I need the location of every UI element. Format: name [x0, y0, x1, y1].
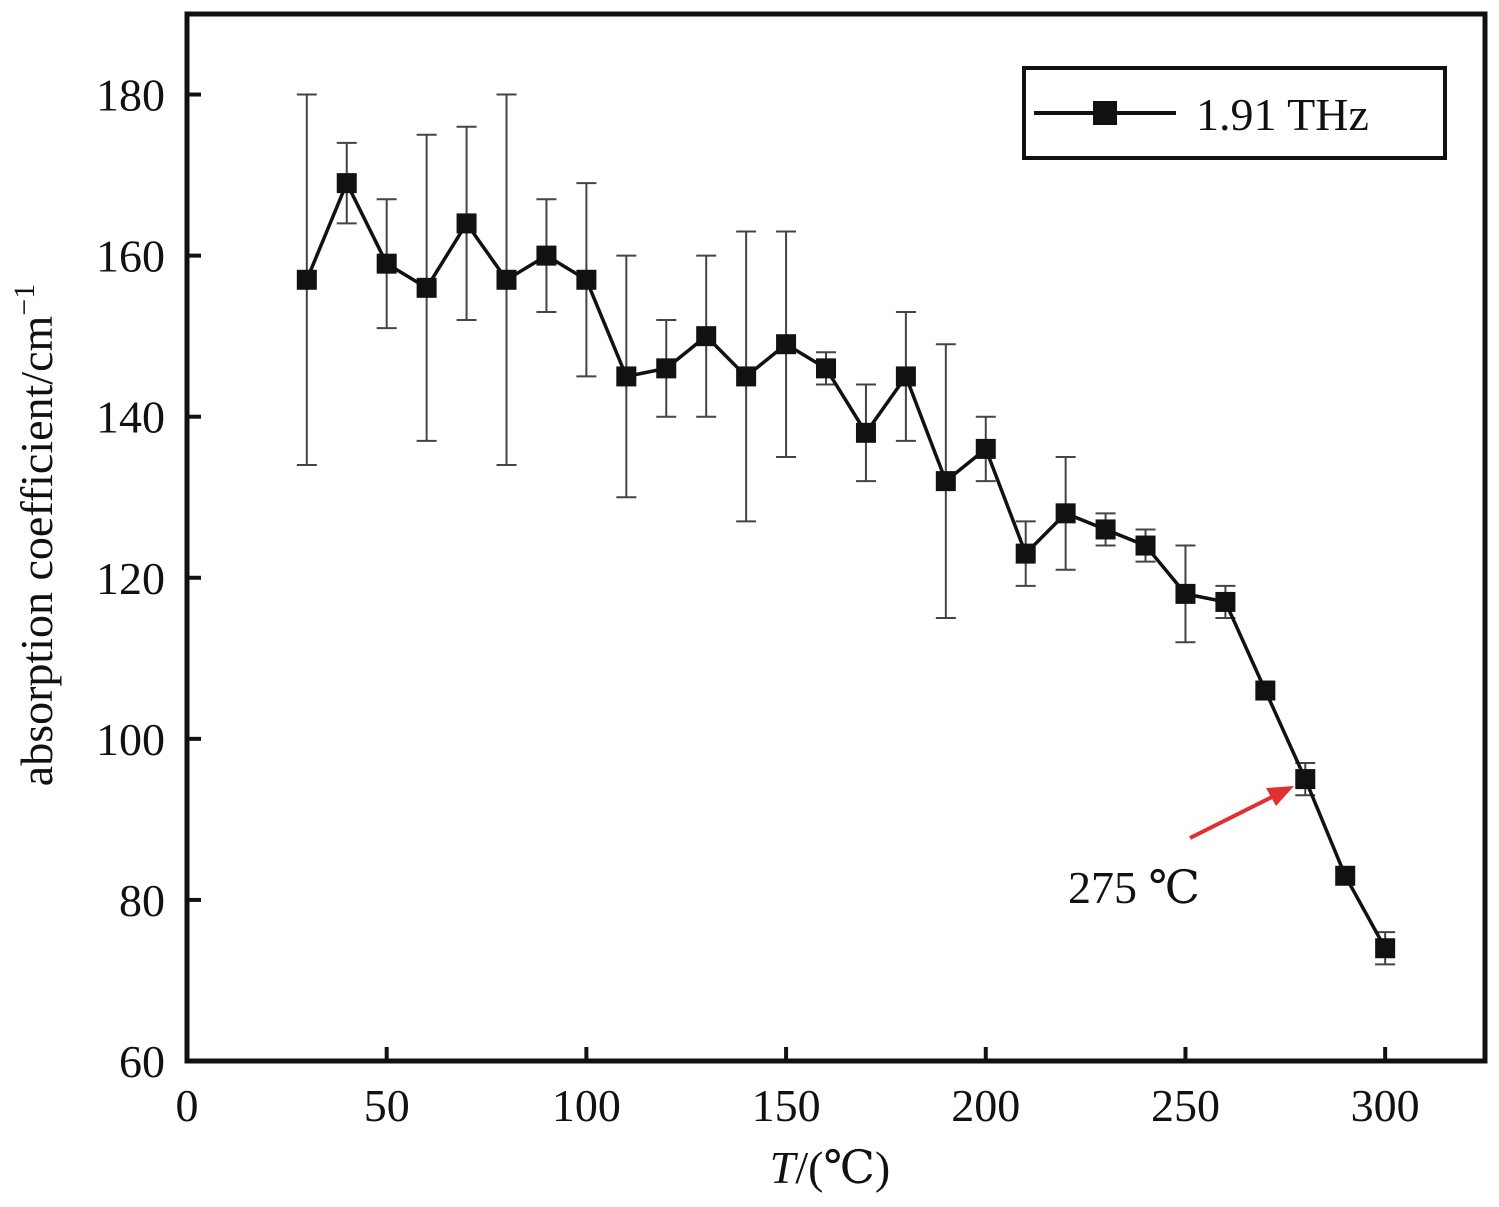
data-point	[895, 366, 916, 387]
data-point	[1015, 543, 1036, 564]
data-point	[416, 277, 437, 298]
data-point	[1255, 680, 1276, 701]
legend-marker-swatch	[1093, 101, 1117, 125]
x-tick-label: 100	[552, 1080, 621, 1131]
data-point	[656, 358, 677, 379]
x-tick-label: 50	[364, 1080, 410, 1131]
data-point	[816, 358, 837, 379]
y-tick-label: 120	[96, 553, 165, 604]
plot-frame	[184, 11, 1488, 1064]
x-tick-label: 0	[176, 1080, 199, 1131]
data-point	[336, 173, 357, 194]
data-point	[935, 471, 956, 492]
annotation-arrowhead	[1266, 786, 1294, 806]
data-point	[1055, 503, 1076, 524]
x-axis-title-unit: /(℃)	[795, 1142, 890, 1193]
data-point	[456, 213, 477, 234]
series-line	[305, 178, 1387, 950]
y-tick-label: 140	[96, 392, 165, 443]
x-tick-label: 200	[951, 1080, 1020, 1131]
y-tick-label: 100	[96, 714, 165, 765]
annotation: 275 ℃	[1068, 786, 1294, 913]
y-tick-label: 180	[96, 70, 165, 121]
x-tick-label: 300	[1351, 1080, 1420, 1131]
data-point	[736, 366, 757, 387]
data-point	[296, 269, 317, 290]
series-lines	[305, 178, 1387, 950]
y-axis-title: absorption coefficient/cm−1	[8, 284, 62, 786]
data-point	[496, 269, 517, 290]
data-point	[1375, 938, 1396, 959]
data-point	[376, 253, 397, 274]
y-tick-label: 80	[119, 875, 165, 926]
x-axis-title-variable: T	[770, 1142, 799, 1193]
data-point	[1135, 535, 1156, 556]
annotation-label: 275 ℃	[1068, 862, 1200, 913]
y-axis-title-text: absorption coefficient/cm	[11, 316, 62, 787]
legend-label: 1.91 THz	[1196, 89, 1369, 140]
x-axis-title: T/(℃)	[770, 1142, 890, 1193]
y-axis-title-superscript: −1	[8, 284, 41, 316]
x-tick-label: 150	[752, 1080, 821, 1131]
data-point	[1095, 519, 1116, 540]
data-point	[576, 269, 597, 290]
data-point	[1215, 591, 1236, 612]
data-point	[696, 326, 717, 347]
data-point	[616, 366, 637, 387]
annotation-arrow	[1189, 794, 1275, 840]
data-point	[855, 422, 876, 443]
data-point	[1295, 769, 1316, 790]
x-tick-label: 250	[1151, 1080, 1220, 1131]
y-tick-label: 160	[96, 231, 165, 282]
data-point	[1335, 865, 1356, 886]
data-point	[1175, 583, 1196, 604]
legend: 1.91 THz	[1022, 66, 1447, 160]
data-point	[975, 438, 996, 459]
axis-ticks: 0 50 100 150 200 250 300 60 80 100 120 140 160 180	[96, 70, 1420, 1131]
data-point	[536, 245, 557, 266]
data-point	[776, 334, 797, 355]
y-tick-label: 60	[119, 1036, 165, 1087]
series-markers	[296, 173, 1396, 959]
